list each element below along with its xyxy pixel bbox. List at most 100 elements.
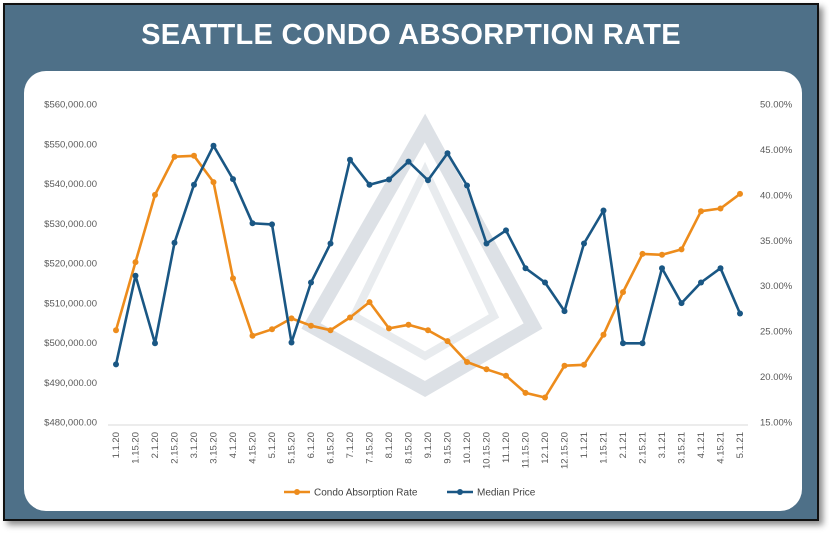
data-point-price — [464, 182, 470, 189]
right-tick-label: 35.00% — [760, 236, 793, 247]
series-layer — [113, 142, 743, 401]
left-tick-label: $490,000.00 — [44, 378, 97, 389]
data-point-absorption — [483, 366, 490, 373]
data-point-price — [386, 176, 392, 183]
left-tick-label: $510,000.00 — [44, 298, 97, 309]
left-tick-label: $540,000.00 — [44, 179, 97, 190]
chart-frame: SEATTLE CONDO ABSORPTION RATE $480,000.0… — [3, 3, 819, 521]
data-point-absorption — [405, 321, 412, 328]
data-point-price — [191, 181, 197, 188]
data-point-absorption — [639, 250, 646, 257]
data-point-absorption — [288, 315, 295, 322]
data-point-absorption — [444, 338, 451, 345]
data-point-price — [113, 361, 119, 368]
data-point-price — [639, 340, 646, 347]
data-point-price — [737, 310, 743, 317]
x-tick-label: 3.15.21 — [677, 432, 688, 464]
right-tick-label: 25.00% — [760, 327, 793, 338]
data-point-absorption — [678, 246, 685, 253]
data-point-absorption — [152, 191, 158, 198]
data-point-price — [210, 142, 217, 149]
x-tick-label: 3.1.21 — [657, 432, 668, 458]
data-point-price — [659, 265, 665, 272]
left-tick-label: $520,000.00 — [44, 259, 97, 270]
data-point-absorption — [561, 362, 568, 369]
data-point-absorption — [425, 327, 431, 334]
data-point-absorption — [522, 389, 529, 396]
x-tick-label: 1.15.21 — [599, 432, 610, 464]
x-tick-label: 9.1.20 — [423, 432, 434, 458]
right-tick-label: 20.00% — [760, 372, 793, 383]
legend-marker-absorption — [294, 489, 300, 495]
left-tick-label: $550,000.00 — [44, 139, 97, 150]
data-point-absorption — [386, 325, 392, 332]
data-point-absorption — [269, 326, 275, 333]
right-tick-label: 40.00% — [760, 190, 793, 201]
legend-marker-price — [457, 489, 463, 495]
data-point-price — [483, 240, 490, 247]
x-tick-label: 8.1.20 — [384, 432, 395, 458]
data-point-price — [405, 158, 412, 165]
data-point-price — [503, 227, 509, 234]
data-point-price — [308, 279, 314, 286]
x-tick-label: 4.1.21 — [696, 432, 707, 458]
x-tick-label: 3.1.20 — [189, 432, 200, 458]
right-y-axis: 15.00% 20.00% 25.00% 30.00% 35.00% 40.00% 45.0… — [760, 100, 793, 429]
data-point-absorption — [737, 190, 743, 197]
data-point-absorption — [542, 394, 548, 401]
x-tick-label: 11.15.20 — [521, 432, 532, 468]
right-tick-label: 30.00% — [760, 281, 793, 292]
x-tick-label: 2.15.21 — [638, 432, 649, 464]
data-point-price — [132, 272, 139, 279]
data-point-absorption — [171, 153, 178, 160]
x-tick-label: 12.15.20 — [560, 432, 571, 469]
x-tick-label: 4.15.20 — [248, 432, 259, 464]
series-line-absorption — [114, 154, 741, 399]
data-point-price — [522, 265, 529, 272]
x-tick-label: 11.1.20 — [501, 432, 512, 463]
data-point-absorption — [347, 314, 353, 321]
data-point-absorption — [191, 152, 197, 159]
chart-panel: $480,000.00 $490,000.00 $500,000.00 $510,00… — [24, 71, 802, 511]
x-tick-label: 5.1.20 — [267, 432, 278, 458]
left-tick-label: $560,000.00 — [44, 100, 97, 111]
x-tick-label: 7.1.20 — [345, 432, 356, 458]
x-tick-label: 9.15.20 — [443, 432, 454, 464]
data-point-absorption — [659, 251, 665, 258]
data-point-absorption — [366, 299, 373, 306]
data-point-price — [561, 308, 568, 315]
data-point-absorption — [210, 179, 217, 186]
data-point-absorption — [132, 259, 139, 266]
data-point-price — [347, 156, 353, 163]
data-point-price — [269, 221, 275, 228]
x-tick-label: 3.15.20 — [209, 432, 220, 464]
data-point-price — [581, 240, 587, 247]
data-point-absorption — [698, 208, 704, 215]
data-point-absorption — [308, 322, 314, 329]
data-point-price — [288, 339, 295, 346]
data-point-price — [230, 176, 236, 183]
data-point-absorption — [717, 205, 724, 212]
line-chart: $480,000.00 $490,000.00 $500,000.00 $510,00… — [44, 100, 793, 499]
data-point-price — [600, 207, 607, 214]
right-tick-label: 45.00% — [760, 145, 793, 156]
data-point-price — [717, 265, 724, 272]
data-point-price — [698, 279, 704, 286]
left-tick-label: $500,000.00 — [44, 338, 97, 349]
data-point-price — [444, 150, 451, 157]
x-tick-label: 4.15.21 — [716, 432, 727, 464]
x-tick-label: 6.15.20 — [326, 432, 337, 464]
x-tick-label: 1.1.21 — [579, 432, 590, 458]
legend: Condo Absorption Rate Median Price — [284, 488, 536, 499]
x-tick-label: 12.1.20 — [540, 432, 551, 464]
data-point-price — [678, 300, 685, 307]
x-tick-label: 6.1.20 — [306, 432, 317, 458]
data-point-absorption — [600, 331, 607, 338]
data-point-absorption — [230, 275, 236, 282]
data-point-price — [327, 240, 334, 247]
legend-label-price: Median Price — [477, 488, 536, 499]
data-point-price — [620, 340, 626, 347]
x-tick-label: 1.15.20 — [131, 432, 142, 464]
right-tick-label: 50.00% — [760, 100, 793, 111]
data-point-price — [152, 340, 158, 347]
